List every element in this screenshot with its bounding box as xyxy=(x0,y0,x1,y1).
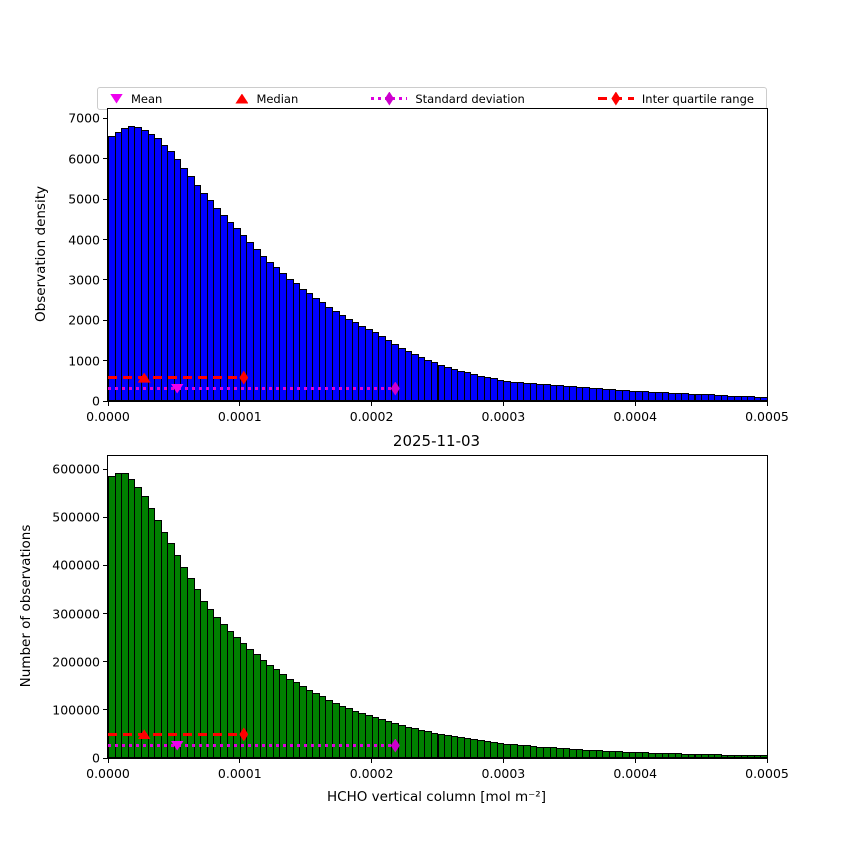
x-tick-label: 0.0004 xyxy=(613,409,658,424)
x-tick-label: 0.0002 xyxy=(349,409,394,424)
legend: Mean Median Standard deviation Inter quarti… xyxy=(97,87,767,110)
y-tick xyxy=(103,709,107,711)
y-tick-label: 300000 xyxy=(52,606,100,621)
x-tick-label: 0.0000 xyxy=(86,409,130,424)
y-tick-label: 6000 xyxy=(68,151,100,167)
y-tick xyxy=(103,564,107,566)
y-tick-label: 4000 xyxy=(68,232,100,247)
y-tick-label: 1000 xyxy=(68,353,100,369)
x-tick xyxy=(107,402,109,406)
iqr-diamond-marker xyxy=(239,370,249,385)
x-tick xyxy=(239,402,241,406)
iqr-icon xyxy=(597,91,634,106)
y-tick-label: 0 xyxy=(92,393,100,409)
y-tick xyxy=(103,661,107,663)
x-tick-label: 0.0002 xyxy=(349,766,394,781)
y-tick-label: 3000 xyxy=(68,272,100,288)
y-tick-label: 400000 xyxy=(52,557,100,573)
y-tick xyxy=(103,158,107,160)
x-tick-label: 0.0003 xyxy=(481,766,526,781)
legend-item: Median xyxy=(235,92,298,106)
x-tick xyxy=(766,759,768,763)
mean-triangle-icon xyxy=(110,93,123,104)
x-tick xyxy=(502,402,504,406)
y-tick xyxy=(103,516,107,518)
median-marker xyxy=(137,372,151,383)
x-tick xyxy=(634,402,636,406)
legend-item: Standard deviation xyxy=(371,91,525,106)
diamond-icon xyxy=(384,91,394,106)
y-tick xyxy=(103,757,107,759)
std-deviation-line xyxy=(108,387,396,390)
y-tick xyxy=(103,400,107,402)
mean-marker xyxy=(170,740,184,751)
y-tick xyxy=(103,279,107,281)
x-tick-label: 0.0005 xyxy=(745,766,789,781)
top-histogram-axes: 0.0000 0.0001 0.0002 0.0003 0.0004 0.0005 0 100… xyxy=(68,108,789,424)
legend-label: Standard deviation xyxy=(415,91,525,106)
y-tick xyxy=(103,239,107,240)
x-tick-label: 0.0003 xyxy=(481,409,526,424)
histogram-bar xyxy=(760,755,768,758)
y-tick-label: 0 xyxy=(92,750,100,766)
x-tick xyxy=(371,402,373,406)
mean-marker xyxy=(170,383,184,394)
x-tick-label: 0.0004 xyxy=(613,766,658,781)
median-triangle-icon xyxy=(235,93,249,104)
iqr-diamond-marker xyxy=(239,727,249,742)
x-tick xyxy=(766,402,768,406)
top-y-axis-label: Observation density xyxy=(33,186,49,322)
diamond-icon xyxy=(611,91,621,106)
legend-label: Median xyxy=(256,91,299,106)
x-tick-label: 0.0005 xyxy=(745,409,789,424)
x-axis-label: HCHO vertical column [mol m⁻²] xyxy=(327,789,546,805)
x-tick-label: 0.0001 xyxy=(217,409,262,424)
x-tick xyxy=(634,759,636,763)
y-tick-label: 2000 xyxy=(68,312,100,328)
bottom-y-axis-label: Number of observations xyxy=(18,524,34,688)
y-tick xyxy=(103,360,107,362)
y-tick-label: 100000 xyxy=(52,702,100,718)
y-tick xyxy=(103,117,107,119)
x-tick xyxy=(502,759,504,763)
y-tick xyxy=(103,198,107,200)
legend-label: Mean xyxy=(131,91,163,106)
y-tick xyxy=(103,319,107,321)
std-deviation-diamond-marker xyxy=(390,381,400,396)
median-marker xyxy=(137,729,151,740)
y-tick-label: 600000 xyxy=(52,461,100,477)
x-tick xyxy=(239,759,241,763)
std-deviation-diamond-marker xyxy=(390,738,400,753)
x-tick-label: 0.0000 xyxy=(86,766,130,781)
y-tick-label: 5000 xyxy=(68,191,100,207)
histogram-bar xyxy=(760,396,768,401)
x-tick-label: 0.0001 xyxy=(217,766,262,781)
bottom-histogram-axes: 0.0000 0.0001 0.0002 0.0003 0.0004 0.0005 0 100… xyxy=(52,455,789,781)
std-deviation-icon xyxy=(371,91,408,106)
x-tick xyxy=(371,759,373,763)
y-tick-label: 7000 xyxy=(68,110,100,126)
y-tick xyxy=(103,468,107,470)
y-tick-label: 200000 xyxy=(52,654,100,670)
plot-title: 2025-11-03 xyxy=(392,432,481,450)
legend-item: Mean xyxy=(110,92,162,106)
iqr-line xyxy=(108,732,244,736)
iqr-line xyxy=(108,376,244,380)
legend-label: Inter quartile range xyxy=(641,91,754,106)
y-tick xyxy=(103,613,107,614)
legend-item: Inter quartile range xyxy=(597,91,754,106)
y-tick-label: 500000 xyxy=(52,509,100,525)
x-tick xyxy=(107,759,109,763)
std-deviation-line xyxy=(108,744,396,747)
